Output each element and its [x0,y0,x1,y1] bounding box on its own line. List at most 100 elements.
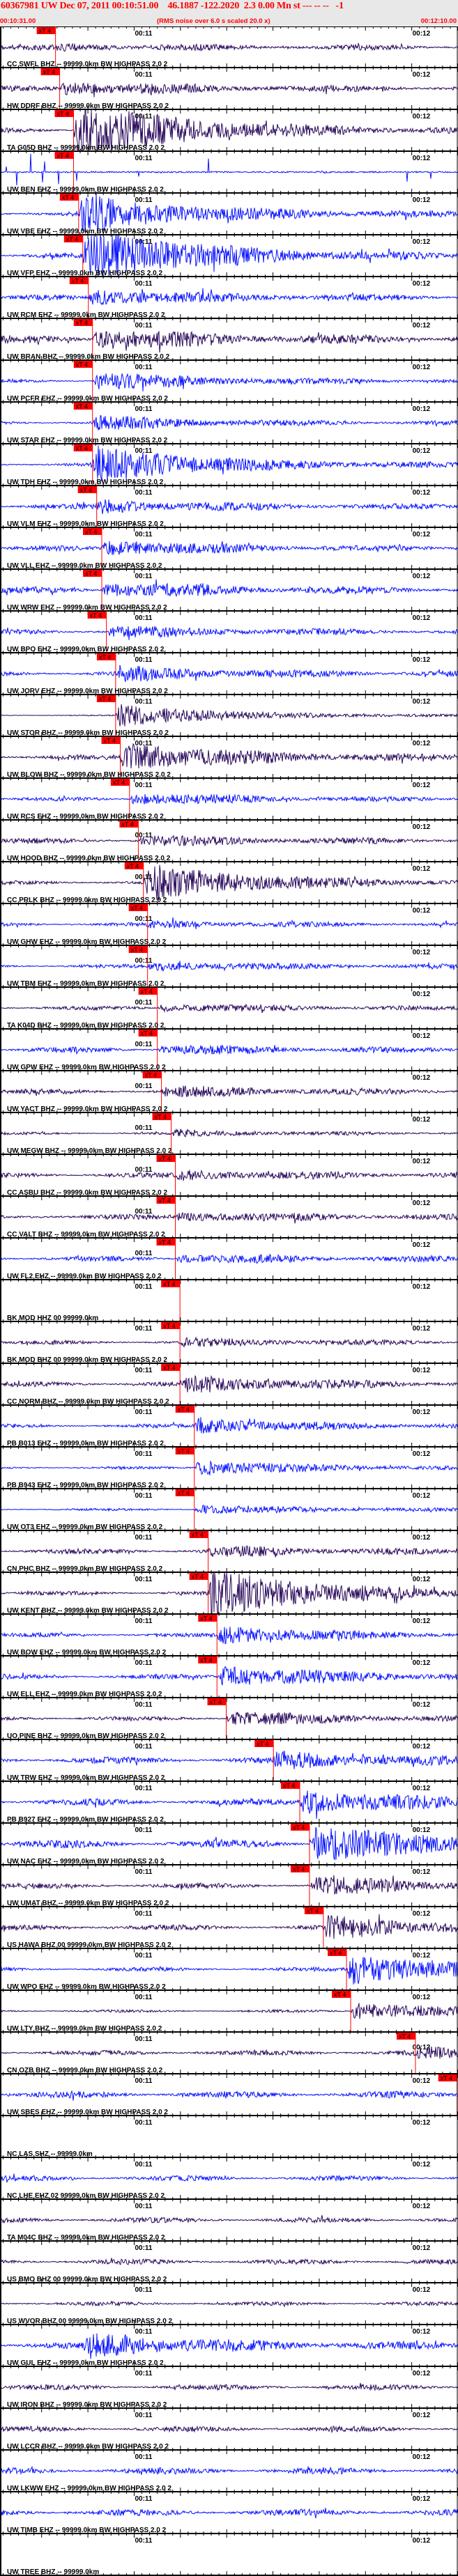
pick-flag[interactable] [101,737,121,744]
station-label: UW YACT BHZ -- 99999.0km BW HIGHPASS 2.0… [7,1105,168,1113]
pick-flag[interactable] [69,277,89,284]
pick-flag[interactable] [138,988,158,995]
seismogram-trace [0,2333,458,2359]
pick-flag[interactable] [73,361,93,368]
pick-label: xT 4 [121,821,133,828]
pick-flag[interactable] [304,1907,323,1914]
time-tick-label: 00:11 [135,1367,152,1374]
pick-flag[interactable] [142,1071,162,1078]
pick-flag[interactable] [63,235,83,242]
station-label: UW KENT BHZ -- 99999.0km BW HIGHPASS 2.0… [7,1607,169,1615]
time-tick-label: 00:11 [135,71,152,79]
station-label: CC PRLK BHZ -- 99999.0km BW HIGHPASS 2.0… [7,897,167,904]
pick-flag[interactable] [54,110,74,117]
time-tick-label: 00:12 [413,1701,431,1709]
time-tick-label: 00:12 [413,1576,431,1583]
pick-flag[interactable] [40,68,60,75]
pick-flag[interactable] [332,1991,351,1998]
pick-flag[interactable] [87,612,107,619]
station-label: PB B013 EHZ -- 99999.0km BW HIGHPASS 2.0… [7,1440,164,1448]
pick-flag[interactable] [96,695,116,702]
station-label: UW BEN EHZ -- 99999.0km BW HIGHPASS 2.0 … [7,186,164,194]
pick-label: xT 4 [131,905,143,912]
time-tick-label: 00:11 [135,1576,152,1583]
time-tick-label: 00:12 [413,280,431,288]
pick-flag[interactable] [290,1824,310,1831]
pick-flag[interactable] [128,946,148,953]
station-label: PB B943 EHZ -- 99999.0km BW HIGHPASS 2.0… [7,1482,164,1489]
pick-flag[interactable] [73,444,93,451]
pick-flag[interactable] [175,1448,194,1454]
time-tick-label: 00:12 [413,30,431,38]
pick-flag[interactable] [83,570,102,577]
pick-flag[interactable] [198,1656,217,1663]
pick-flag[interactable] [207,1698,227,1705]
time-tick-label: 00:12 [413,1116,431,1124]
pick-flag[interactable] [175,1489,194,1496]
pick-flag[interactable] [36,27,56,34]
pick-label: xT 4 [163,1281,175,1288]
seismogram-trace [0,579,458,598]
pick-flag[interactable] [290,1865,310,1872]
pick-flag[interactable] [156,1155,176,1162]
pick-flag[interactable] [175,1406,194,1413]
pick-label: xT 4 [76,403,88,410]
pick-flag[interactable] [281,1782,300,1789]
pick-flag[interactable] [189,1573,208,1580]
seismogram-trace [0,42,458,52]
time-tick-label: 00:12 [413,1910,431,1918]
pick-flag[interactable] [156,1197,176,1204]
pick-flag[interactable] [83,528,102,535]
pick-flag[interactable] [254,1740,274,1747]
time-tick-label: 00:12 [413,698,431,706]
seismogram-trace [0,1544,458,1558]
time-tick-label: 00:12 [413,865,431,873]
time-tick-label: 00:11 [135,531,152,538]
pick-flag[interactable] [96,653,116,660]
pick-flag[interactable] [128,904,148,911]
time-tick-label: 00:12 [413,447,431,455]
pick-flag[interactable] [438,2074,457,2081]
time-tick-label: 00:12 [413,2119,431,2127]
pick-flag[interactable] [161,1280,181,1287]
pick-flag[interactable] [198,1615,217,1622]
pick-label: xT 4 [283,1783,295,1790]
station-label: BK MOD BHZ 00 99999.0km BW HIGHPASS 2.0 … [7,1356,167,1364]
pick-flag[interactable] [161,1322,181,1329]
station-label: UW IRON BHZ -- 99999.0km BW HIGHPASS 2.0… [7,2401,167,2409]
time-tick-label: 00:11 [135,1208,152,1216]
time-tick-label: 00:12 [413,531,431,538]
time-tick-label: 00:12 [413,196,431,204]
seismogram-trace [0,1460,458,1475]
pick-flag[interactable] [73,403,93,410]
pick-flag[interactable] [328,1949,347,1956]
seismogram-trace [0,414,458,430]
pick-label: xT 4 [57,111,69,118]
time-tick-label: 00:12 [413,2453,431,2461]
pick-flag[interactable] [59,194,79,201]
pick-flag[interactable] [396,2033,415,2040]
time-tick-label: 00:11 [135,1701,152,1709]
pick-flag[interactable] [156,1239,176,1246]
station-label: UW SBES EHZ -- 99999.0km BW HIGHPASS 2.0… [7,2109,168,2116]
time-tick-label: 00:12 [413,1450,431,1458]
pick-flag[interactable] [124,862,144,869]
station-label: UW UMAT BHZ -- 99999.0km BW HIGHPASS 2.0… [7,1900,169,1907]
pick-flag[interactable] [161,1364,181,1371]
time-tick-label: 00:11 [135,1743,152,1751]
pick-flag[interactable] [189,1531,208,1538]
station-label: UW RCM EHZ -- 99999.0km BW HIGHPASS 2.0 … [7,311,165,319]
pick-flag[interactable] [110,779,130,786]
time-tick-label: 00:11 [135,832,152,839]
pick-flag[interactable] [77,486,97,493]
pick-flag[interactable] [138,1030,158,1037]
pick-flag[interactable] [54,152,74,159]
station-label: UW GHW EHZ -- 99999.0km BW HIGHPASS 2.0 … [7,938,167,946]
pick-label: xT 4 [163,1365,175,1372]
pick-flag[interactable] [152,1113,171,1120]
station-label: NC LAS SHZ -- 99999.0km [7,2150,93,2158]
pick-flag[interactable] [73,319,93,326]
seismogram-trace [0,1875,458,1895]
pick-label: xT 4 [293,1824,305,1831]
pick-flag[interactable] [119,821,139,828]
